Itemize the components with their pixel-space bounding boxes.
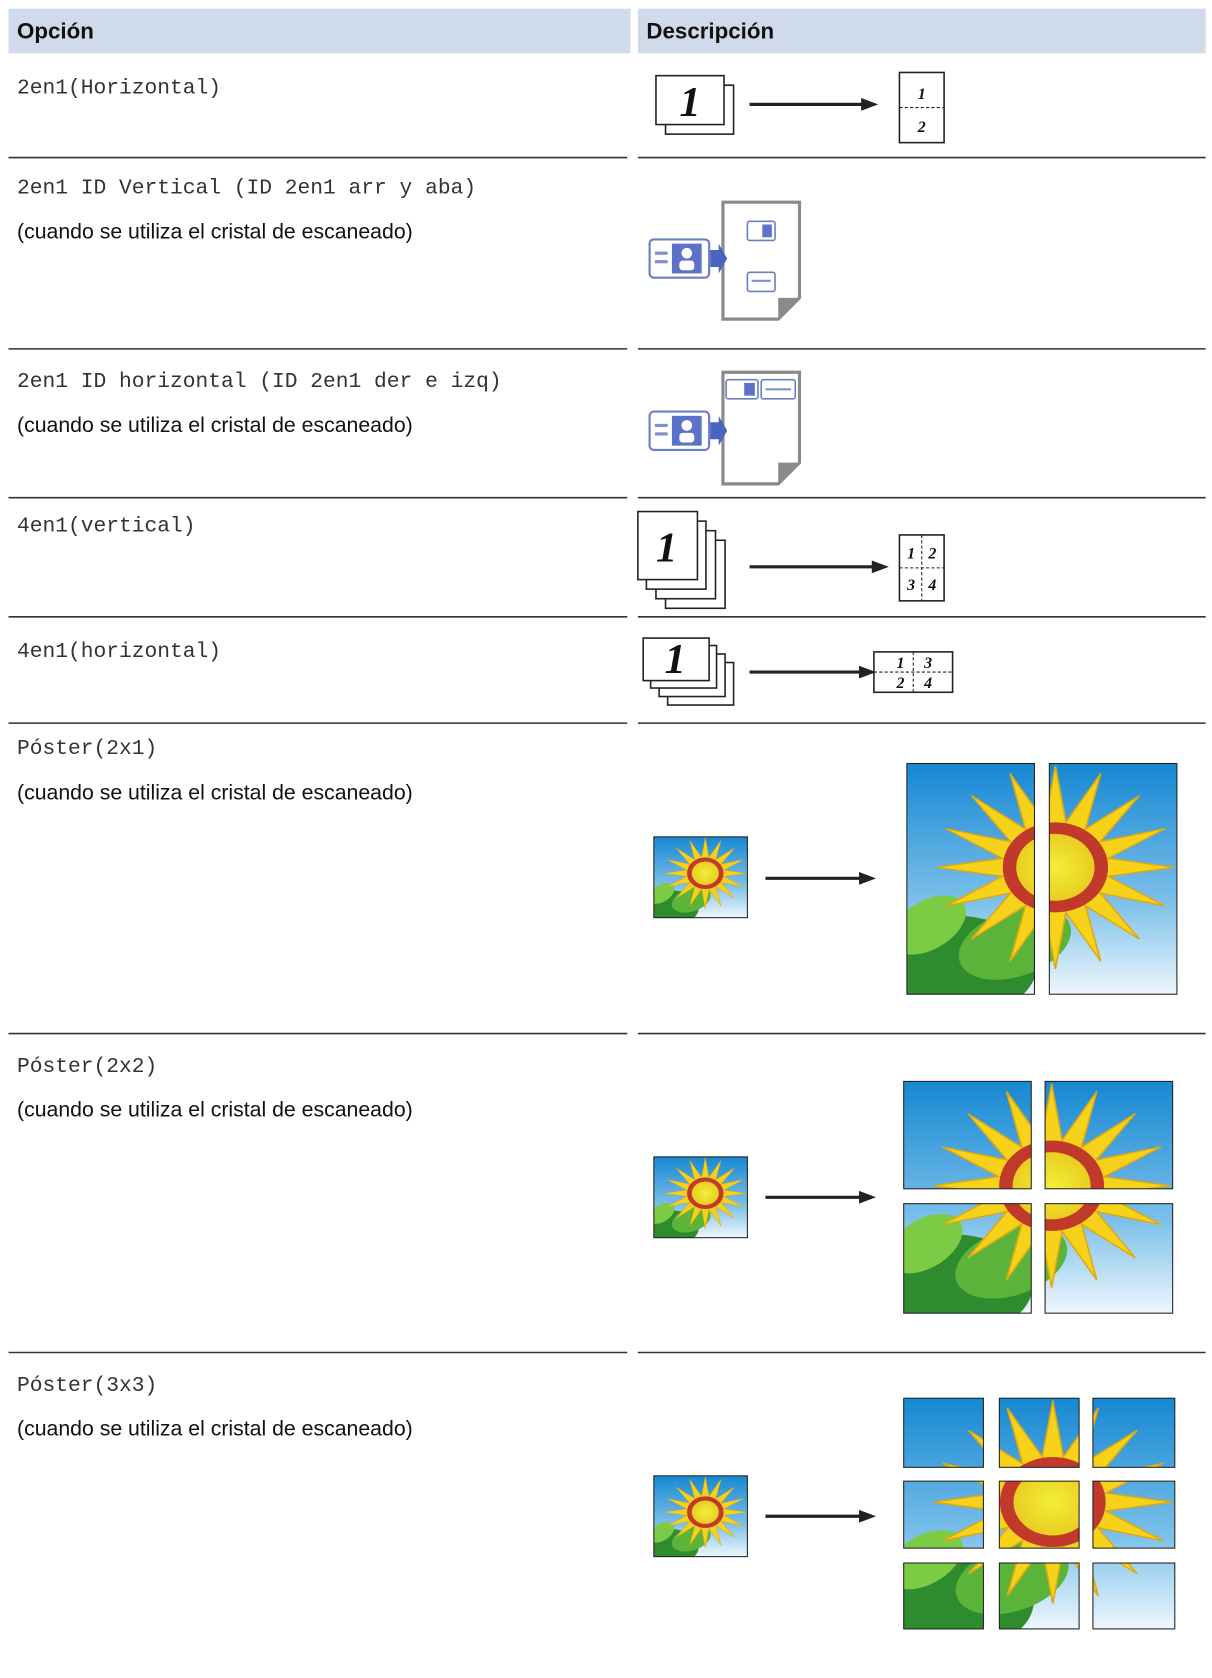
figure-label: 1 xyxy=(656,525,677,572)
note: (cuando se utiliza el cristal de escanea… xyxy=(17,1097,413,1121)
row-dividers xyxy=(8,156,1206,1354)
figure-poster-3x3 xyxy=(653,1393,1180,1634)
figure-label: 2 xyxy=(927,545,936,562)
figure-label: 1 xyxy=(918,86,926,103)
figure-4in1-horizontal: 1 1 3 2 4 xyxy=(642,636,954,706)
note: (cuando se utiliza el cristal de escanea… xyxy=(17,1416,413,1440)
option: 4en1(horizontal) xyxy=(17,640,221,664)
figure-label: 2 xyxy=(917,119,926,136)
figure-label: 1 xyxy=(664,636,685,683)
option: 2en1(Horizontal) xyxy=(17,77,221,101)
figure-label: 3 xyxy=(923,655,932,672)
column-header: Descripción xyxy=(646,18,774,43)
note: (cuando se utiliza el cristal de escanea… xyxy=(17,413,413,437)
figure-label: 1 xyxy=(907,545,915,562)
figure-4in1-vertical: 1 1 2 3 4 xyxy=(637,510,945,610)
figure-poster-2x2 xyxy=(653,1077,1177,1318)
option: Póster(2x2) xyxy=(17,1055,157,1079)
option: 2en1 ID horizontal (ID 2en1 der e izq) xyxy=(17,370,502,394)
note: (cuando se utiliza el cristal de escanea… xyxy=(17,781,413,805)
figure-label: 4 xyxy=(927,577,936,594)
header-cell xyxy=(637,8,1206,54)
figure-label: 4 xyxy=(923,675,932,692)
figure-label: 2 xyxy=(896,675,905,692)
figure-id-horizontal xyxy=(648,370,802,486)
figure-label: 1 xyxy=(679,79,700,126)
figure-label: 3 xyxy=(906,577,915,594)
header-cell xyxy=(8,8,631,54)
figure-2in1: 1 1 2 xyxy=(655,71,945,144)
option: 4en1(vertical) xyxy=(17,515,196,539)
figure-id-vertical xyxy=(648,200,802,321)
option: Póster(3x3) xyxy=(17,1374,157,1398)
option: 2en1 ID Vertical (ID 2en1 arr y aba) xyxy=(17,177,476,201)
figure-label: 1 xyxy=(897,655,905,672)
option: Póster(2x1) xyxy=(17,737,157,761)
note: (cuando se utiliza el cristal de escanea… xyxy=(17,219,413,243)
column-header: Opción xyxy=(17,18,94,43)
figure-poster-2x1 xyxy=(653,759,1178,999)
